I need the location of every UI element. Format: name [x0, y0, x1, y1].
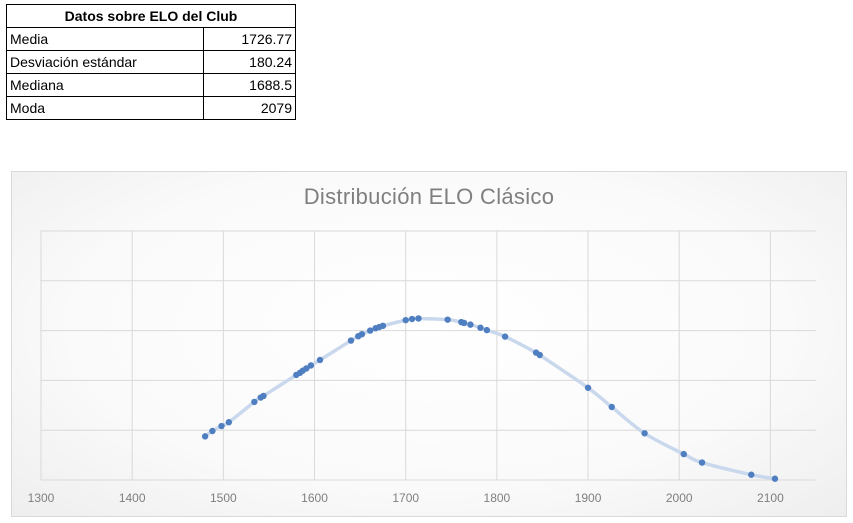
- data-point: [218, 422, 225, 430]
- stats-row-std-dev: Desviación estándar 180.24: [6, 50, 296, 74]
- stats-value: 2079: [203, 96, 296, 120]
- data-point: [680, 450, 687, 458]
- data-point: [307, 362, 315, 369]
- x-tick-label: 1700: [392, 491, 419, 505]
- x-axis-ticks: 1300 1400 1500 1600 1700 1800 1900 2000 2100: [28, 491, 784, 505]
- x-tick-label: 2100: [757, 491, 784, 505]
- data-point: [415, 315, 422, 322]
- chart-title: Distribución ELO Clásico: [303, 184, 555, 209]
- data-point: [698, 459, 706, 466]
- data-point: [501, 333, 509, 340]
- stats-label: Desviación estándar: [6, 50, 204, 74]
- data-point: [379, 322, 387, 330]
- data-point: [358, 330, 366, 338]
- stats-label: Mediana: [6, 73, 204, 97]
- data-point: [347, 337, 355, 344]
- stats-value: 180.24: [203, 50, 296, 74]
- data-point: [260, 392, 267, 400]
- stats-row-mean: Media 1726.77: [6, 27, 296, 51]
- data-point: [460, 319, 468, 327]
- data-point: [408, 315, 416, 323]
- stats-value: 1726.77: [203, 27, 296, 51]
- x-tick-label: 1600: [301, 491, 328, 505]
- data-point: [201, 433, 209, 440]
- data-point: [483, 326, 491, 334]
- data-point: [366, 327, 374, 334]
- x-tick-label: 1400: [119, 491, 146, 505]
- x-tick-label: 1900: [575, 491, 602, 505]
- data-point: [771, 475, 779, 482]
- data-point: [209, 427, 216, 435]
- data-point: [641, 430, 648, 437]
- stats-label: Moda: [6, 96, 204, 120]
- stats-table-header-row: Datos sobre ELO del Club: [6, 4, 296, 28]
- stats-value: 1688.5: [203, 73, 296, 97]
- stats-label: Media: [6, 27, 204, 51]
- trend-curve-layer: [203, 316, 777, 481]
- data-point: [303, 365, 310, 372]
- trend-curve: [203, 316, 777, 481]
- data-points: [201, 315, 779, 482]
- x-tick-label: 1300: [28, 491, 55, 505]
- stats-table: Datos sobre ELO del Club Media 1726.77 D…: [6, 4, 296, 120]
- data-point: [402, 316, 409, 324]
- stats-row-mode: Moda 2079: [6, 96, 296, 120]
- data-point: [536, 351, 543, 359]
- data-point: [477, 324, 484, 331]
- data-point: [251, 398, 258, 406]
- chart-panel: Distribución ELO Clásico 1300 1400 1500 160…: [11, 171, 847, 517]
- x-tick-label: 1500: [210, 491, 237, 505]
- stats-row-median: Mediana 1688.5: [6, 73, 296, 97]
- data-point: [316, 356, 324, 364]
- chart-plot: 1300 1400 1500 1600 1700 1800 1900 2000 2100: [28, 230, 816, 505]
- data-point: [748, 471, 755, 478]
- data-point: [444, 316, 451, 323]
- x-tick-label: 1800: [484, 491, 511, 505]
- stats-table-title: Datos sobre ELO del Club: [6, 4, 296, 28]
- grid-lines: [40, 230, 816, 481]
- data-point: [467, 321, 474, 328]
- data-point: [608, 403, 615, 411]
- data-point: [584, 384, 592, 391]
- data-point: [225, 419, 233, 426]
- x-tick-label: 2000: [666, 491, 693, 505]
